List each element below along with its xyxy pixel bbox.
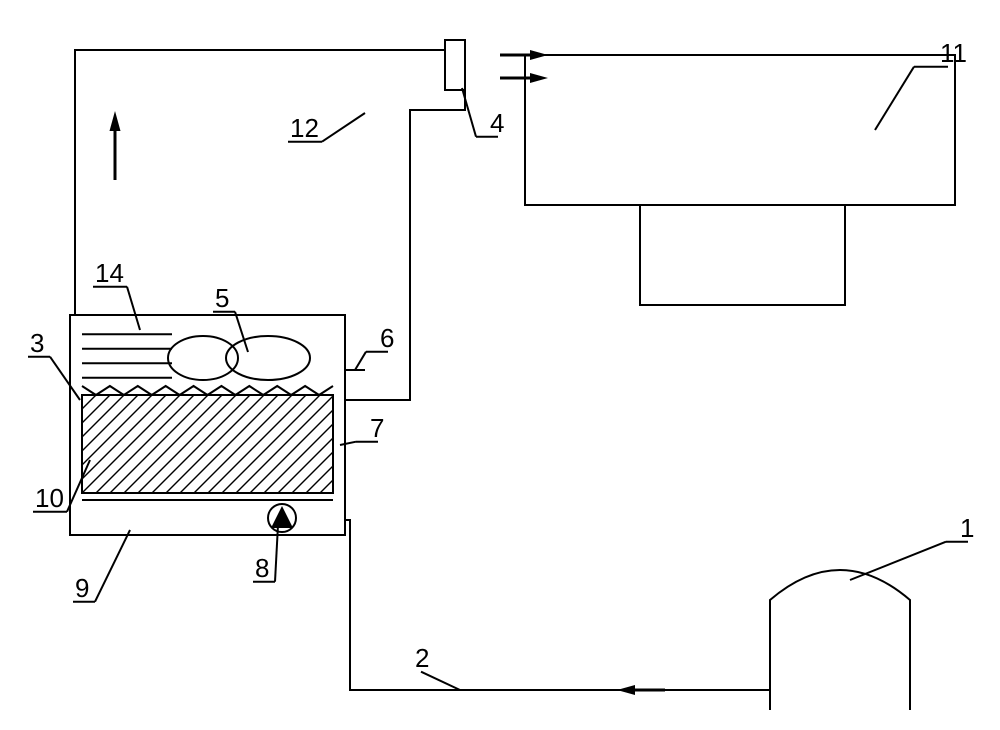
label-text-1: 1 <box>960 513 974 543</box>
label-text-14: 14 <box>95 258 124 288</box>
label-text-6: 6 <box>380 323 394 353</box>
label-text-4: 4 <box>490 108 504 138</box>
label-text-7: 7 <box>370 413 384 443</box>
label-8: 8 <box>253 525 278 583</box>
label-6: 6 <box>355 323 394 370</box>
inlet-block <box>445 40 465 90</box>
label-text-11: 11 <box>940 38 967 68</box>
machine-bottom <box>640 205 845 305</box>
pump-triangle-icon <box>271 506 293 528</box>
machine-top <box>525 55 955 205</box>
label-9: 9 <box>73 530 130 603</box>
label-text-5: 5 <box>215 283 229 313</box>
label-7: 7 <box>340 413 384 445</box>
label-text-9: 9 <box>75 573 89 603</box>
label-5: 5 <box>213 283 248 352</box>
label-12: 12 <box>288 113 365 143</box>
pipe-p2 <box>345 520 770 690</box>
label-text-12: 12 <box>290 113 319 143</box>
device-zigzag <box>82 386 333 395</box>
label-2: 2 <box>415 643 460 690</box>
label-3: 3 <box>28 328 80 400</box>
label-text-8: 8 <box>255 553 269 583</box>
label-4: 4 <box>462 88 504 138</box>
pipe-p14 <box>75 50 445 315</box>
label-14: 14 <box>93 258 140 330</box>
label-text-10: 10 <box>35 483 64 513</box>
label-11: 11 <box>875 38 967 130</box>
label-text-3: 3 <box>30 328 44 358</box>
label-text-2: 2 <box>415 643 429 673</box>
device-ellipse-left <box>168 336 238 380</box>
label-1: 1 <box>850 513 974 580</box>
pipe-p12 <box>345 90 465 400</box>
tank <box>770 570 910 710</box>
device-hatchbox <box>0 395 516 493</box>
